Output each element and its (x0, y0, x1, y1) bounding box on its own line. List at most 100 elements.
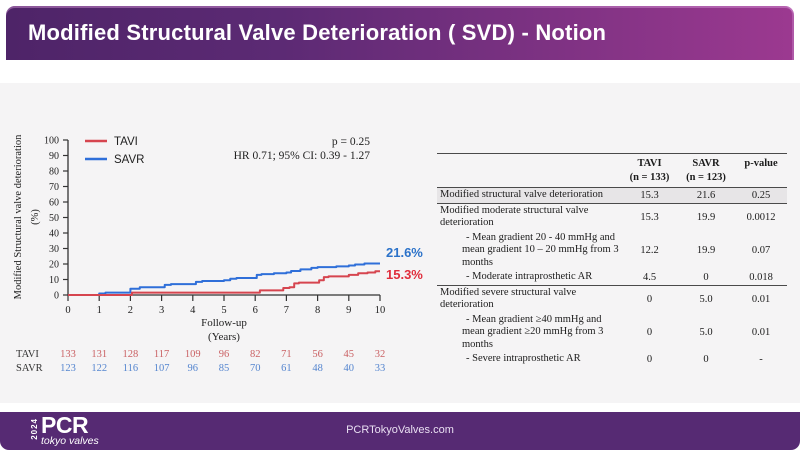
at-risk-value: 71 (281, 349, 292, 360)
logo-pcr-text: PCR (41, 412, 89, 438)
at-risk-value: 33 (375, 363, 386, 374)
at-risk-value: 96 (219, 349, 230, 360)
at-risk-value: 48 (312, 363, 323, 374)
at-risk-value: 32 (375, 349, 386, 360)
legend-label-tavi: TAVI (114, 136, 138, 148)
at-risk-row-label: SAVR (16, 363, 43, 374)
row-value-savr: 5.0 (699, 293, 713, 305)
y-tick-label: 40 (49, 229, 59, 240)
row-value-p: 0.01 (751, 293, 771, 305)
row-label-line: - Mean gradient ≥40 mmHg and (466, 313, 602, 325)
row-value-savr: 19.9 (696, 211, 716, 223)
x-tick-label: 5 (221, 305, 226, 316)
at-risk-value: 96 (188, 363, 199, 374)
stat-annotation: HR 0.71; 95% CI: 0.39 - 1.27 (234, 150, 371, 162)
row-value-p: 0.018 (749, 271, 773, 283)
row-label: Modified structural valve deterioration (437, 189, 622, 202)
legend-label-savr: SAVR (114, 154, 144, 166)
y-tick-label: 100 (44, 136, 59, 147)
table-row: Modified moderate structural valve deter… (437, 204, 787, 231)
row-value-p: 0.07 (751, 244, 771, 256)
header-line2: (n = 123) (686, 172, 726, 183)
at-risk-value: 61 (281, 363, 292, 374)
pcr-tokyo-valves-logo: 2024 PCR tokyo valves (30, 412, 99, 447)
slide-footer: 2024 PCR tokyo valves PCRTokyoValves.com (0, 412, 800, 450)
page-title: Modified Structural Valve Deterioration … (28, 20, 607, 45)
table-header-spacer (437, 157, 622, 185)
at-risk-value: 133 (60, 349, 76, 360)
at-risk-value: 85 (219, 363, 230, 374)
y-axis-title-units: (%) (30, 209, 41, 225)
row-value-p: - (759, 353, 763, 365)
row-label-line: - Severe intraprosthetic AR (466, 353, 581, 364)
slide-header: Modified Structural Valve Deterioration … (6, 6, 794, 60)
at-risk-value: 122 (91, 363, 107, 374)
header-line1: p-value (744, 158, 778, 169)
row-value-p: 0.0012 (746, 211, 776, 223)
y-tick-label: 90 (49, 151, 59, 162)
stat-annotation: p = 0.25 (332, 136, 370, 148)
at-risk-value: 82 (250, 349, 261, 360)
curve-tavi (68, 270, 380, 296)
table-header-row: TAVI (n = 133) SAVR (n = 123) p-value (437, 154, 787, 188)
x-axis-title: Follow-up (201, 317, 247, 329)
table-row: - Moderate intraprosthetic AR 4.5 0 0.018 (437, 270, 787, 286)
svd-results-table: TAVI (n = 133) SAVR (n = 123) p-value Modifie… (437, 153, 787, 367)
table-column-header: SAVR (n = 123) (677, 157, 735, 185)
y-axis-title: Modified Structural valve deterioration (13, 134, 24, 299)
y-tick-label: 30 (49, 244, 59, 255)
at-risk-value: 116 (123, 363, 138, 374)
curve-savr (68, 262, 380, 296)
at-risk-value: 109 (185, 349, 201, 360)
x-tick-label: 7 (284, 305, 289, 316)
row-value-tavi: 0 (646, 293, 653, 305)
row-label: - Mean gradient ≥40 mmHg and mean gradien… (437, 314, 622, 352)
row-label-line: mean gradient ≥20 mmHg from 3 months (462, 326, 604, 350)
table-row: - Mean gradient 20 - 40 mmHg and mean gra… (437, 231, 787, 271)
table-row: - Severe intraprosthetic AR 0 0 - (437, 352, 787, 367)
x-tick-label: 8 (315, 305, 320, 316)
row-label: Modified severe structural valve deterio… (437, 287, 622, 312)
row-value-p: 0.01 (751, 326, 771, 338)
y-tick-label: 20 (49, 260, 59, 271)
row-value-savr: 21.6 (696, 189, 716, 201)
row-label-line: mean gradient 10 – 20 mmHg from 3 months (462, 244, 619, 268)
row-value-tavi: 0 (646, 353, 653, 365)
at-risk-row-label: TAVI (16, 349, 39, 360)
row-value-savr: 19.9 (696, 244, 716, 256)
x-tick-label: 1 (97, 305, 102, 316)
header-line2: (n = 133) (629, 172, 670, 183)
x-tick-label: 6 (253, 305, 258, 316)
row-label: - Mean gradient 20 - 40 mmHg and mean gra… (437, 232, 622, 270)
row-value-tavi: 15.3 (640, 189, 659, 201)
row-label-line: Modified severe structural valve deterio… (440, 286, 577, 311)
at-risk-value: 40 (344, 363, 355, 374)
row-label: Modified moderate structural valve deter… (437, 205, 622, 230)
at-risk-value: 56 (312, 349, 323, 360)
x-tick-label: 4 (190, 305, 196, 316)
header-line1: SAVR (692, 158, 720, 169)
table-column-header: TAVI (n = 133) (622, 157, 677, 185)
table-row: Modified structural valve deterioration 1… (437, 188, 787, 204)
at-risk-value: 70 (250, 363, 261, 374)
y-tick-label: 80 (49, 167, 59, 178)
row-value-savr: 5.0 (699, 326, 713, 338)
row-label-line: - Mean gradient 20 - 40 mmHg and (466, 231, 616, 243)
row-value-savr: 0 (703, 271, 709, 283)
content-background (0, 83, 800, 403)
header-line1: TAVI (637, 158, 662, 169)
at-risk-value: 123 (60, 363, 76, 374)
row-label: - Severe intraprosthetic AR (437, 353, 622, 366)
y-tick-label: 0 (54, 291, 59, 302)
x-tick-label: 0 (65, 305, 70, 316)
x-tick-label: 10 (375, 305, 386, 316)
at-risk-value: 131 (91, 349, 107, 360)
y-tick-label: 10 (49, 275, 59, 286)
y-tick-label: 70 (49, 182, 59, 193)
at-risk-value: 45 (344, 349, 355, 360)
row-label-line: Modified structural valve deterioration (440, 189, 603, 200)
row-value-savr: 0 (703, 353, 709, 365)
row-value-p: 0.25 (751, 189, 771, 201)
end-label-tavi: 15.3% (386, 267, 423, 282)
